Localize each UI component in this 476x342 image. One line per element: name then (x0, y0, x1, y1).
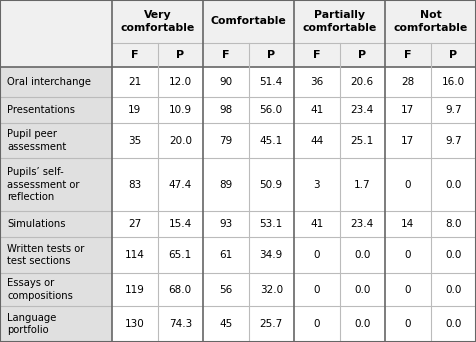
Text: 79: 79 (219, 136, 232, 146)
Text: 56: 56 (219, 285, 232, 294)
Text: 10.9: 10.9 (169, 105, 192, 115)
Text: F: F (131, 50, 139, 60)
Text: 0.0: 0.0 (354, 285, 370, 294)
Text: 0.0: 0.0 (445, 180, 461, 190)
Text: Presentations: Presentations (7, 105, 75, 115)
Bar (112, 306, 476, 342)
Text: 0.0: 0.0 (354, 319, 370, 329)
Text: 130: 130 (125, 319, 145, 329)
Text: F: F (404, 50, 411, 60)
Text: Oral interchange: Oral interchange (7, 77, 91, 87)
Text: 89: 89 (219, 180, 232, 190)
Text: 0: 0 (314, 285, 320, 294)
Text: 74.3: 74.3 (169, 319, 192, 329)
Text: 28: 28 (401, 77, 415, 87)
Text: 20.6: 20.6 (351, 77, 374, 87)
Text: 23.4: 23.4 (351, 105, 374, 115)
Text: 83: 83 (128, 180, 141, 190)
Text: Essays or
compositions: Essays or compositions (7, 278, 73, 301)
Text: F: F (222, 50, 229, 60)
Text: 53.1: 53.1 (259, 219, 283, 229)
Text: F: F (313, 50, 320, 60)
Text: Partially
comfortable: Partially comfortable (302, 10, 377, 32)
Text: 0.0: 0.0 (445, 250, 461, 260)
Text: 0.0: 0.0 (445, 285, 461, 294)
Text: 47.4: 47.4 (169, 180, 192, 190)
Text: P: P (449, 50, 457, 60)
Text: 17: 17 (401, 136, 415, 146)
Bar (112, 211, 476, 237)
Bar (112, 67, 476, 96)
Text: 20.0: 20.0 (169, 136, 192, 146)
Text: 1.7: 1.7 (354, 180, 370, 190)
Text: 17: 17 (401, 105, 415, 115)
Text: Comfortable: Comfortable (210, 16, 287, 26)
Text: 0.0: 0.0 (445, 319, 461, 329)
Text: 98: 98 (219, 105, 232, 115)
Text: 56.0: 56.0 (260, 105, 283, 115)
Text: P: P (358, 50, 367, 60)
Text: 8.0: 8.0 (445, 219, 462, 229)
Text: 14: 14 (401, 219, 415, 229)
Text: P: P (176, 50, 184, 60)
Text: 9.7: 9.7 (445, 136, 462, 146)
Text: 51.4: 51.4 (259, 77, 283, 87)
Text: 50.9: 50.9 (260, 180, 283, 190)
Text: 27: 27 (128, 219, 141, 229)
Text: 32.0: 32.0 (260, 285, 283, 294)
Bar (112, 123, 476, 158)
Text: Pupil peer
assessment: Pupil peer assessment (7, 129, 66, 152)
Text: 34.9: 34.9 (259, 250, 283, 260)
Text: Pupils’ self-
assessment or
reflection: Pupils’ self- assessment or reflection (7, 167, 79, 202)
Text: Very
comfortable: Very comfortable (120, 10, 195, 32)
Text: 19: 19 (128, 105, 141, 115)
Bar (112, 273, 476, 306)
Bar (0, 0, 476, 43)
Text: 41: 41 (310, 219, 323, 229)
Text: 41: 41 (310, 105, 323, 115)
Text: 44: 44 (310, 136, 323, 146)
Bar (112, 237, 476, 273)
Text: 15.4: 15.4 (169, 219, 192, 229)
Text: Written tests or
test sections: Written tests or test sections (7, 244, 84, 266)
Text: 25.7: 25.7 (259, 319, 283, 329)
Text: 12.0: 12.0 (169, 77, 192, 87)
Text: 9.7: 9.7 (445, 105, 462, 115)
Text: 61: 61 (219, 250, 232, 260)
Text: 90: 90 (219, 77, 232, 87)
Text: 36: 36 (310, 77, 323, 87)
Text: 0: 0 (314, 319, 320, 329)
Text: Language
portfolio: Language portfolio (7, 313, 56, 335)
Text: 23.4: 23.4 (351, 219, 374, 229)
Text: 0: 0 (405, 180, 411, 190)
Text: 45: 45 (219, 319, 232, 329)
Text: 21: 21 (128, 77, 141, 87)
Text: Simulations: Simulations (7, 219, 66, 229)
Text: 0.0: 0.0 (354, 250, 370, 260)
Text: 114: 114 (125, 250, 145, 260)
Text: 0: 0 (405, 285, 411, 294)
Text: 16.0: 16.0 (442, 77, 465, 87)
Text: 0: 0 (405, 319, 411, 329)
Bar (112, 158, 476, 211)
Bar (112, 96, 476, 123)
Text: 45.1: 45.1 (259, 136, 283, 146)
Bar (0, 43, 476, 67)
Text: Not
comfortable: Not comfortable (393, 10, 467, 32)
Bar (0, 0, 112, 342)
Text: 3: 3 (313, 180, 320, 190)
Text: 35: 35 (128, 136, 141, 146)
Text: 119: 119 (125, 285, 145, 294)
Text: 93: 93 (219, 219, 232, 229)
Text: 68.0: 68.0 (169, 285, 192, 294)
Text: 0: 0 (405, 250, 411, 260)
Text: 25.1: 25.1 (351, 136, 374, 146)
Text: 0: 0 (314, 250, 320, 260)
Text: P: P (267, 50, 275, 60)
Text: 65.1: 65.1 (169, 250, 192, 260)
